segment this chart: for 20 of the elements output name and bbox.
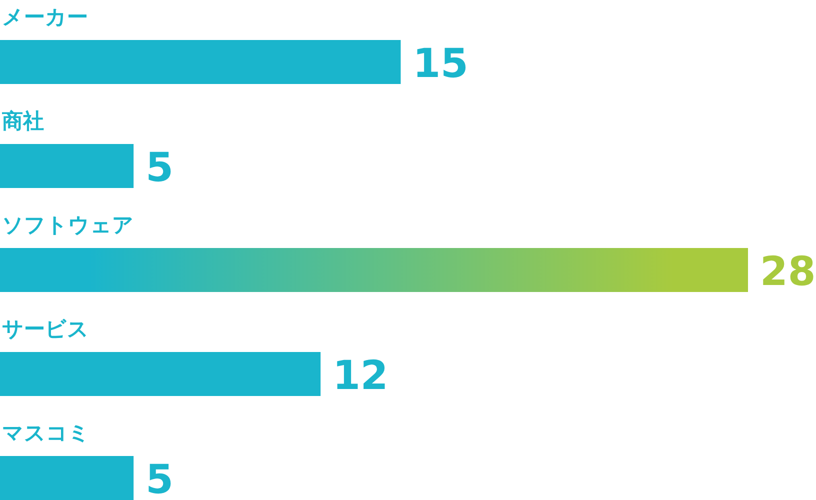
y-tick-label: ソフトウェア: [2, 213, 134, 237]
bar: 商社 5: [0, 109, 174, 191]
y-tick-label: 商社: [1, 109, 44, 133]
data-label: 5: [146, 145, 174, 191]
bar: マスコミ 5: [0, 421, 174, 500]
bar: ソフトウェア 28: [0, 213, 816, 295]
bar: [0, 352, 321, 396]
y-tick-label: メーカー: [2, 5, 88, 29]
y-tick-label: サービス: [2, 317, 89, 341]
bar: メーカー 15: [0, 5, 468, 87]
data-label: 15: [412, 41, 468, 87]
bar: サービス 12: [0, 317, 388, 399]
data-label: 5: [146, 457, 174, 500]
data-label: 28: [760, 249, 816, 295]
y-tick-label: マスコミ: [2, 421, 90, 445]
bar: [0, 40, 401, 84]
data-label: 12: [332, 353, 388, 399]
bar: [0, 248, 748, 292]
bar: [0, 456, 134, 500]
bar: [0, 144, 134, 188]
